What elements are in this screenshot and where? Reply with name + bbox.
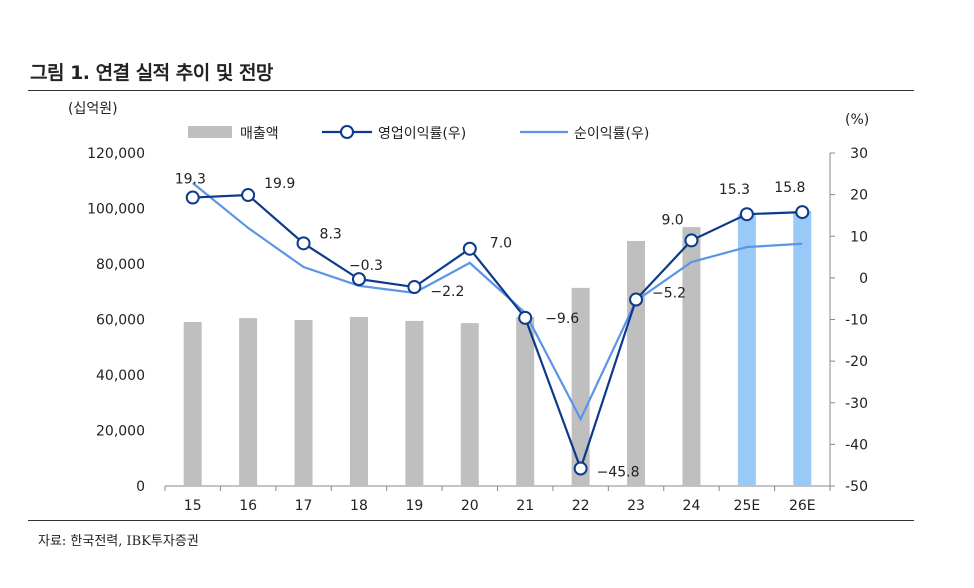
right-tick-label: 0 <box>859 271 868 287</box>
operating-margin-point <box>795 205 810 220</box>
right-tick-label: 10 <box>850 229 868 245</box>
bar-revenue <box>737 214 756 487</box>
legend-swatch-revenue <box>188 126 232 138</box>
operating-margin-point <box>351 272 366 287</box>
x-tick-label: 18 <box>350 498 368 514</box>
left-tick-label: 80,000 <box>96 257 145 273</box>
left-tick-label: 100,000 <box>87 202 145 218</box>
operating-margin-label: −0.3 <box>349 258 383 274</box>
left-tick-label: 0 <box>136 479 145 495</box>
title-rule <box>28 90 914 91</box>
right-tick-label: -40 <box>845 437 868 453</box>
x-tick-label: 22 <box>572 498 590 514</box>
figure-title: 그림 1. 연결 실적 추이 및 전망 <box>30 62 273 84</box>
source-rule <box>28 520 914 521</box>
operating-margin-label: −2.2 <box>430 284 464 300</box>
line-net-margin <box>192 182 803 422</box>
operating-margin-point <box>296 236 311 251</box>
bar-revenue <box>682 227 701 486</box>
operating-margin-point <box>462 241 477 256</box>
operating-margin-label: 15.3 <box>719 182 750 198</box>
operating-margin-label: 19.3 <box>175 172 206 188</box>
source-note: 자료: 한국전력, IBK투자증권 <box>38 534 199 549</box>
legend-label-net-margin: 순이익률(우) <box>574 126 649 142</box>
right-tick-label: -20 <box>845 354 868 370</box>
bar-revenue <box>793 210 812 486</box>
left-tick-label: 20,000 <box>96 424 145 440</box>
operating-margin-label: −9.6 <box>545 311 579 327</box>
right-tick-label: -10 <box>845 313 868 329</box>
operating-margin-label: 19.9 <box>264 176 295 192</box>
bar-revenue <box>571 287 590 486</box>
bar-revenue <box>294 320 313 486</box>
operating-margin-label: 15.8 <box>774 180 805 196</box>
operating-margin-label: 8.3 <box>320 226 342 242</box>
x-tick-label: 17 <box>295 498 313 514</box>
operating-margin-point <box>739 207 754 222</box>
legend-marker-operating-margin <box>340 125 354 139</box>
left-axis-unit: (십억원) <box>68 101 118 117</box>
right-tick-label: -30 <box>845 396 868 412</box>
x-tick-label: 20 <box>461 498 479 514</box>
left-tick-label: 40,000 <box>96 368 145 384</box>
x-tick-label: 19 <box>405 498 423 514</box>
x-tick-label: 24 <box>683 498 701 514</box>
operating-margin-point <box>407 280 422 295</box>
legend-label-revenue: 매출액 <box>240 126 279 142</box>
right-tick-label: -50 <box>845 479 868 495</box>
operating-margin-label: −5.2 <box>652 286 686 302</box>
operating-margin-point <box>185 190 200 205</box>
right-tick-label: 30 <box>850 146 868 162</box>
right-axis-unit: (%) <box>845 112 869 128</box>
bar-revenue <box>460 323 479 486</box>
left-tick-label: 60,000 <box>96 313 145 329</box>
right-tick-label: 20 <box>850 188 868 204</box>
x-tick-label: 25E <box>734 498 761 514</box>
operating-margin-label: 7.0 <box>490 236 512 252</box>
bar-revenue <box>239 318 258 486</box>
x-tick-label: 23 <box>627 498 645 514</box>
bar-revenue <box>183 321 202 486</box>
left-tick-label: 120,000 <box>87 146 145 162</box>
x-tick-label: 26E <box>789 498 816 514</box>
operating-margin-point <box>518 310 533 325</box>
operating-margin-label: −45.8 <box>597 465 640 481</box>
bar-revenue <box>516 317 535 486</box>
operating-margin-point <box>241 188 256 203</box>
x-tick-label: 15 <box>184 498 202 514</box>
bar-revenue <box>627 240 646 486</box>
x-tick-label: 21 <box>516 498 534 514</box>
bar-revenue <box>405 320 424 486</box>
x-tick-label: 16 <box>239 498 257 514</box>
bar-revenue <box>349 317 368 486</box>
legend-label-operating-margin: 영업이익률(우) <box>378 126 466 142</box>
operating-margin-point <box>684 233 699 248</box>
operating-margin-point <box>629 292 644 307</box>
operating-margin-label: 9.0 <box>661 212 683 228</box>
operating-margin-point <box>573 461 588 476</box>
line-operating-margin <box>192 193 803 472</box>
